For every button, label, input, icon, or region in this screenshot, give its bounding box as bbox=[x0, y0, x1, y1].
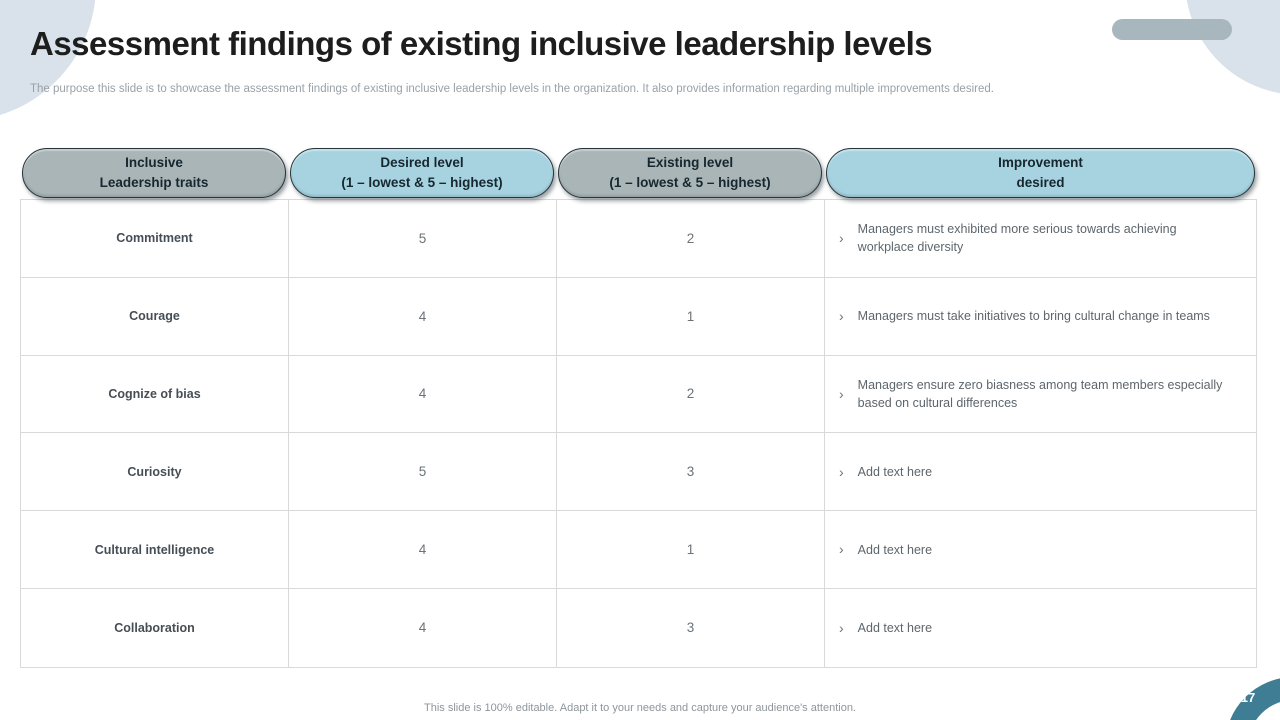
trait-cell: Cultural intelligence bbox=[21, 511, 289, 589]
improvement-cell: › Managers must exhibited more serious t… bbox=[825, 200, 1256, 278]
trait-cell: Commitment bbox=[21, 200, 289, 278]
header-line: Improvement bbox=[998, 155, 1083, 171]
header-line: (1 – lowest & 5 – highest) bbox=[341, 175, 503, 190]
header-cell-desired: Desired level (1 – lowest & 5 – highest) bbox=[288, 148, 556, 198]
improvement-text: Managers must take initiatives to bring … bbox=[857, 309, 1210, 324]
existing-level-cell: 3 bbox=[557, 433, 825, 512]
existing-level-cell: 1 bbox=[557, 277, 825, 356]
improvement-text: Managers must exhibited more serious tow… bbox=[857, 222, 1177, 255]
chevron-bullet-icon: › bbox=[839, 541, 844, 558]
column-header-improvement-desired: Improvement desired bbox=[826, 148, 1255, 198]
header-line: Existing level bbox=[646, 155, 734, 171]
header-line: Leadership traits bbox=[99, 175, 209, 190]
improvement-cell: › Add text here bbox=[825, 433, 1256, 512]
trait-cell: Cognize of bias bbox=[21, 355, 289, 434]
slide-subtitle: The purpose this slide is to showcase th… bbox=[30, 83, 994, 95]
assessment-table: Inclusive Leadership traits Desired leve… bbox=[20, 148, 1257, 668]
chevron-bullet-icon: › bbox=[839, 230, 844, 247]
existing-level-cell: 2 bbox=[557, 355, 825, 434]
improvement-text: Managers ensure zero biasness among team… bbox=[857, 377, 1223, 410]
improvement-text: Add text here bbox=[857, 542, 933, 557]
trait-cell: Collaboration bbox=[21, 588, 289, 667]
desired-level-cell: 4 bbox=[289, 588, 557, 667]
header-cell-traits: Inclusive Leadership traits bbox=[20, 148, 288, 198]
column-header-existing-level: Existing level (1 – lowest & 5 – highest… bbox=[558, 148, 822, 198]
decorative-capsule-icon bbox=[1112, 19, 1232, 40]
chevron-bullet-icon: › bbox=[839, 308, 844, 325]
improvement-cell: › Managers ensure zero biasness among te… bbox=[825, 356, 1256, 434]
desired-level-cell: 4 bbox=[289, 511, 557, 589]
improvement-cell: › Add text here bbox=[825, 511, 1256, 589]
chevron-bullet-icon: › bbox=[839, 463, 844, 480]
existing-level-cell: 1 bbox=[557, 511, 825, 589]
header-line: desired bbox=[1016, 175, 1065, 190]
footer-note: This slide is 100% editable. Adapt it to… bbox=[424, 702, 856, 714]
decorative-circle-top-right-icon bbox=[1185, 0, 1280, 95]
desired-level-cell: 5 bbox=[289, 433, 557, 512]
desired-level-cell: 5 bbox=[289, 200, 557, 278]
table-body: Commitment 5 2 › Managers must exhibited… bbox=[20, 199, 1257, 668]
table-header-row: Inclusive Leadership traits Desired leve… bbox=[20, 148, 1257, 198]
page-title: Assessment findings of existing inclusiv… bbox=[30, 25, 933, 62]
header-cell-existing: Existing level (1 – lowest & 5 – highest… bbox=[556, 148, 824, 198]
header-line: Desired level bbox=[380, 155, 464, 171]
header-line: Inclusive bbox=[125, 155, 183, 171]
desired-level-cell: 4 bbox=[289, 355, 557, 434]
improvement-text: Add text here bbox=[857, 620, 933, 635]
trait-cell: Courage bbox=[21, 277, 289, 356]
header-cell-improvement: Improvement desired bbox=[824, 148, 1257, 198]
desired-level-cell: 4 bbox=[289, 277, 557, 356]
improvement-text: Add text here bbox=[857, 464, 933, 479]
improvement-cell: › Add text here bbox=[825, 589, 1256, 667]
column-header-desired-level: Desired level (1 – lowest & 5 – highest) bbox=[290, 148, 554, 198]
improvement-cell: › Managers must take initiatives to brin… bbox=[825, 278, 1256, 356]
trait-cell: Curiosity bbox=[21, 433, 289, 512]
existing-level-cell: 2 bbox=[557, 200, 825, 278]
column-header-inclusive-leadership-traits: Inclusive Leadership traits bbox=[22, 148, 286, 198]
chevron-bullet-icon: › bbox=[839, 385, 844, 402]
chevron-bullet-icon: › bbox=[839, 619, 844, 636]
existing-level-cell: 3 bbox=[557, 588, 825, 667]
page-number: 17 bbox=[1240, 690, 1256, 705]
header-line: (1 – lowest & 5 – highest) bbox=[609, 175, 771, 190]
